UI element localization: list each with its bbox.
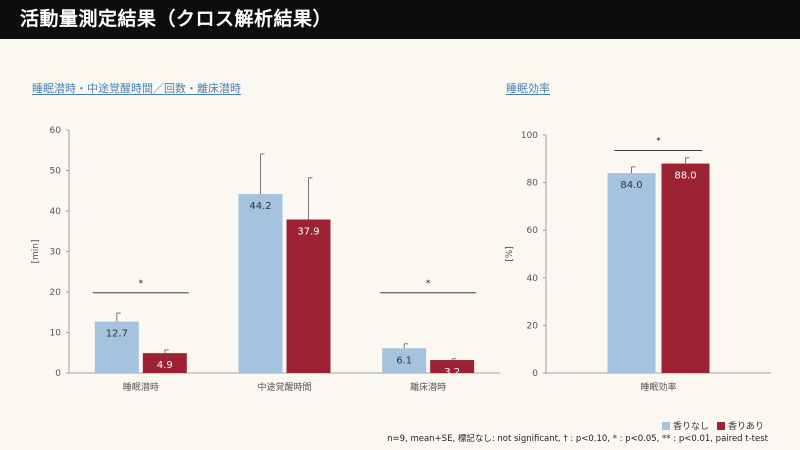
legend-label-2: 香りあり [727, 422, 764, 432]
chart2-ytick-label: 60 [527, 226, 539, 236]
chart1-ytick-label: 10 [50, 329, 62, 339]
chart1-value-label: 12.7 [106, 329, 128, 340]
chart2-category-label: 睡眠効率 [640, 381, 676, 393]
chart1-category-label: 離床潜時 [410, 381, 446, 393]
legend-item-1: 香りなし [661, 419, 709, 432]
chart1-title: 睡眠潜時・中途覚醒時間／回数・離床潜時 [32, 82, 241, 95]
chart1-significance-mark: * [426, 279, 431, 289]
chart1-bar [94, 321, 139, 373]
chart1-value-label: 44.2 [249, 201, 271, 212]
chart1-bar [382, 348, 427, 373]
chart1-value-label: 4.9 [157, 360, 173, 371]
chart2-ytick-label: 100 [521, 131, 538, 141]
chart1-ytick-label: 50 [50, 167, 62, 177]
page-title: 活動量測定結果（クロス解析結果） [0, 0, 800, 39]
chart2-title: 睡眠効率 [506, 82, 550, 95]
chart2-y-label: [%] [505, 246, 515, 262]
chart2-bar [607, 173, 656, 373]
chart1-ytick-label: 40 [50, 207, 62, 217]
legend-label-1: 香りなし [672, 422, 709, 432]
chart2-ytick-label: 20 [527, 321, 539, 331]
chart1-bar [142, 353, 187, 373]
chart1-ytick-label: 60 [50, 126, 62, 136]
chart1-value-label: 37.9 [297, 227, 319, 238]
chart2-value-label: 88.0 [674, 171, 696, 182]
chart1-ytick-label: 0 [55, 369, 61, 379]
chart1-value-label: 3.2 [444, 367, 460, 378]
legend-item-2: 香りあり [716, 419, 764, 432]
legend-swatch-1 [661, 421, 670, 430]
footnote: n=9, mean+SE, 標記なし: not significant, † :… [387, 434, 768, 444]
chart1-significance-mark: * [139, 279, 144, 289]
chart1-bar [430, 360, 475, 373]
chart2-ytick-label: 80 [527, 179, 539, 189]
chart1-ytick-label: 30 [50, 248, 62, 258]
chart1-bar [238, 193, 283, 373]
chart2-bar [661, 163, 710, 373]
chart2-value-label: 84.0 [620, 180, 642, 191]
legend: 香りなし 香りあり [661, 419, 764, 432]
chart1-category-label: 睡眠潜時 [123, 381, 159, 393]
chart1-value-label: 6.1 [396, 355, 412, 366]
chart2-significance-mark: * [656, 136, 661, 146]
chart1-category-label: 中途覚醒時間 [257, 381, 311, 393]
chart2-ytick-label: 40 [527, 274, 539, 284]
chart1-ytick-label: 20 [50, 288, 62, 298]
chart1-bar [286, 219, 331, 373]
chart2-ytick-label: 0 [532, 369, 538, 379]
chart1-y-label: [min] [31, 240, 41, 264]
legend-swatch-2 [716, 421, 725, 430]
